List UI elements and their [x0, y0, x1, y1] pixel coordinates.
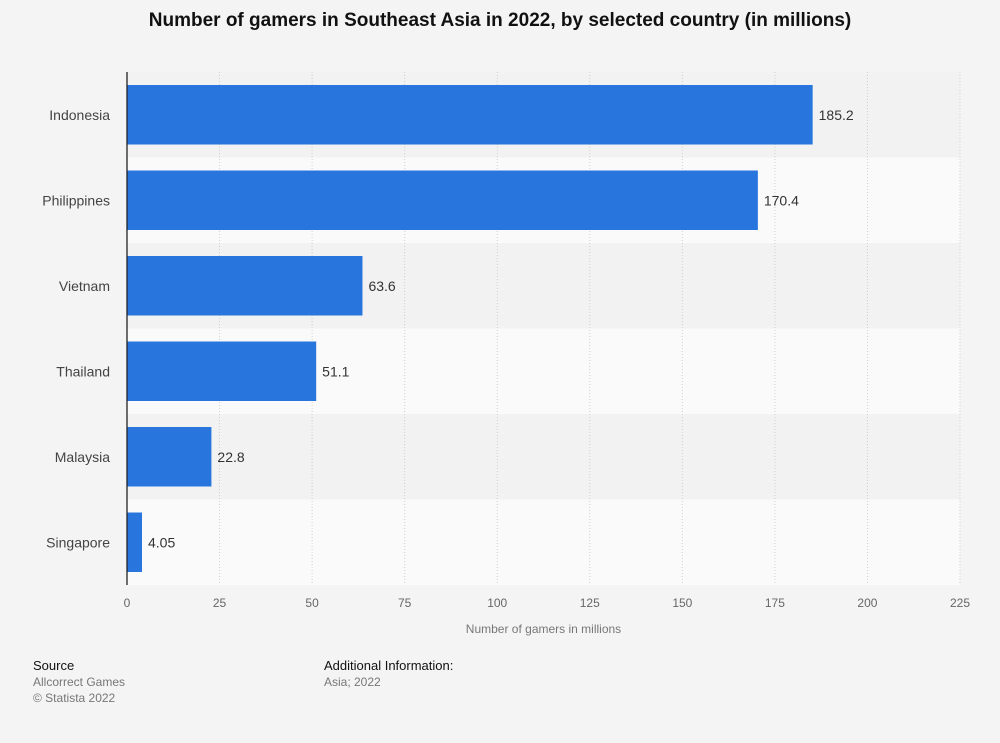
x-tick-label: 75 — [398, 596, 412, 610]
source-line-1: Allcorrect Games — [33, 675, 126, 689]
source-heading: Source — [33, 658, 75, 673]
x-tick-label: 50 — [305, 596, 319, 610]
additional-info-line-1: Asia; 2022 — [324, 675, 381, 689]
bar-singapore[interactable] — [127, 512, 142, 573]
additional-info-block: Additional Information: Asia; 2022 — [324, 658, 453, 690]
data-label: 51.1 — [322, 363, 349, 379]
chart-title: Number of gamers in Southeast Asia in 20… — [148, 10, 852, 31]
y-category-label: Malaysia — [55, 449, 110, 465]
x-tick-label: 125 — [580, 596, 600, 610]
x-tick-label: 150 — [672, 596, 692, 610]
data-label: 185.2 — [819, 107, 854, 123]
data-label: 63.6 — [368, 278, 395, 294]
row-band — [127, 499, 960, 585]
x-tick-label: 200 — [857, 596, 877, 610]
y-category-label: Philippines — [42, 192, 110, 208]
source-line-2: © Statista 2022 — [33, 691, 116, 705]
bar-philippines[interactable] — [127, 170, 758, 231]
data-label: 4.05 — [148, 534, 175, 550]
source-block: Source Allcorrect Games © Statista 2022 — [33, 658, 125, 706]
bar-thailand[interactable] — [127, 341, 317, 402]
x-tick-label: 0 — [124, 596, 131, 610]
data-label: 170.4 — [764, 192, 799, 208]
row-band — [127, 414, 960, 500]
bar-indonesia[interactable] — [127, 85, 813, 145]
y-category-label: Singapore — [46, 534, 110, 550]
y-category-label: Indonesia — [49, 107, 110, 123]
bar-malaysia[interactable] — [127, 427, 212, 487]
bar-vietnam[interactable] — [127, 256, 363, 316]
x-tick-label: 175 — [765, 596, 785, 610]
y-category-label: Vietnam — [59, 278, 110, 294]
additional-info-heading: Additional Information: — [324, 658, 454, 673]
x-axis-title: Number of gamers in millions — [466, 622, 621, 636]
x-tick-label: 225 — [950, 596, 970, 610]
bar-chart: 0 25 50 75 100 125 150 175 200 225 185.2 Indonesia 1… — [42, 72, 970, 636]
x-tick-label: 100 — [487, 596, 507, 610]
data-label: 22.8 — [217, 449, 244, 465]
x-tick-label: 25 — [213, 596, 227, 610]
y-category-label: Thailand — [56, 363, 110, 379]
